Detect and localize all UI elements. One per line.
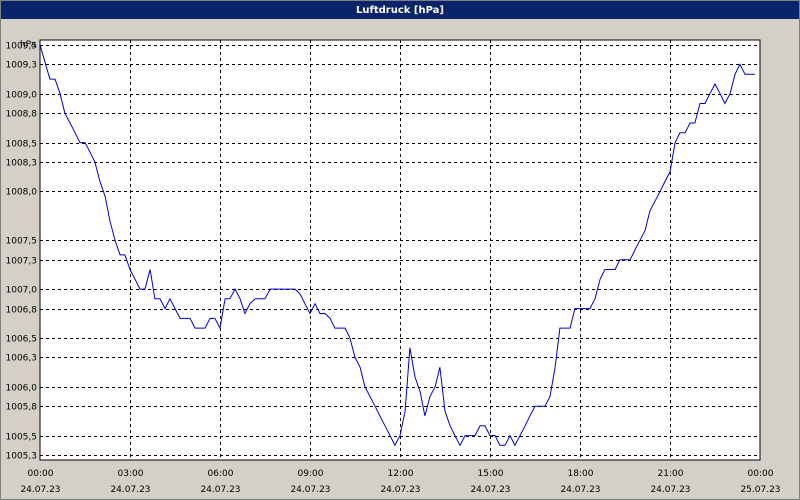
x-tick-time-label: 00:00 bbox=[748, 469, 774, 479]
series-group bbox=[39, 44, 755, 447]
y-tick-label: 1008,8 bbox=[6, 110, 38, 120]
x-tick-date-label: 24.07.23 bbox=[380, 485, 420, 495]
y-axis: hPa 1005,3 1005,5 1005,8 1006,0 1006,3 1006,5… bbox=[6, 40, 38, 462]
x-tick-time-label: 21:00 bbox=[658, 469, 684, 479]
chart-title: Luftdruck [hPa] bbox=[1, 1, 799, 19]
y-tick-label: 1007,0 bbox=[6, 286, 38, 296]
x-tick-date-label: 24.07.23 bbox=[20, 485, 60, 495]
x-tick-time-label: 00:00 bbox=[28, 469, 54, 479]
y-tick-label: 1006,0 bbox=[6, 384, 38, 394]
x-tick-date-label: 25.07.23 bbox=[740, 485, 780, 495]
x-tick-time-label: 09:00 bbox=[298, 469, 324, 479]
y-tick-label: 1005,5 bbox=[6, 433, 38, 443]
x-tick-date-label: 24.07.23 bbox=[650, 485, 690, 495]
y-tick-label: 1009,5 bbox=[6, 42, 38, 52]
x-tick-date-label: 24.07.23 bbox=[110, 485, 150, 495]
y-tick-label: 1005,8 bbox=[6, 403, 38, 413]
x-axis: 00:00 24.07.23 03:00 24.07.23 06:00 24.07.23 0… bbox=[20, 469, 780, 495]
y-tick-label: 1008,3 bbox=[6, 159, 38, 169]
y-tick-label: 1008,0 bbox=[6, 188, 38, 198]
x-tick-time-label: 12:00 bbox=[388, 469, 414, 479]
grid-lines bbox=[40, 40, 760, 460]
y-tick-label: 1006,3 bbox=[6, 354, 38, 364]
y-tick-label: 1005,3 bbox=[6, 452, 38, 462]
x-tick-date-label: 24.07.23 bbox=[200, 485, 240, 495]
y-tick-label: 1009,3 bbox=[6, 61, 38, 71]
x-tick-time-label: 18:00 bbox=[568, 469, 594, 479]
series-line bbox=[39, 44, 755, 447]
x-tick-time-label: 15:00 bbox=[478, 469, 504, 479]
y-tick-label: 1006,8 bbox=[6, 306, 38, 316]
y-tick-label: 1007,3 bbox=[6, 257, 38, 267]
y-tick-label: 1008,5 bbox=[6, 140, 38, 150]
plot-border bbox=[39, 39, 761, 461]
x-tick-time-label: 03:00 bbox=[118, 469, 144, 479]
x-tick-date-label: 24.07.23 bbox=[290, 485, 330, 495]
y-axis-label: hPa bbox=[20, 40, 36, 50]
y-tick-label: 1006,5 bbox=[6, 335, 38, 345]
y-tick-label: 1009,0 bbox=[6, 91, 38, 101]
x-tick-date-label: 24.07.23 bbox=[470, 485, 510, 495]
y-tick-label: 1007,5 bbox=[6, 237, 38, 247]
x-tick-date-label: 24.07.23 bbox=[560, 485, 600, 495]
x-tick-time-label: 06:00 bbox=[208, 469, 234, 479]
